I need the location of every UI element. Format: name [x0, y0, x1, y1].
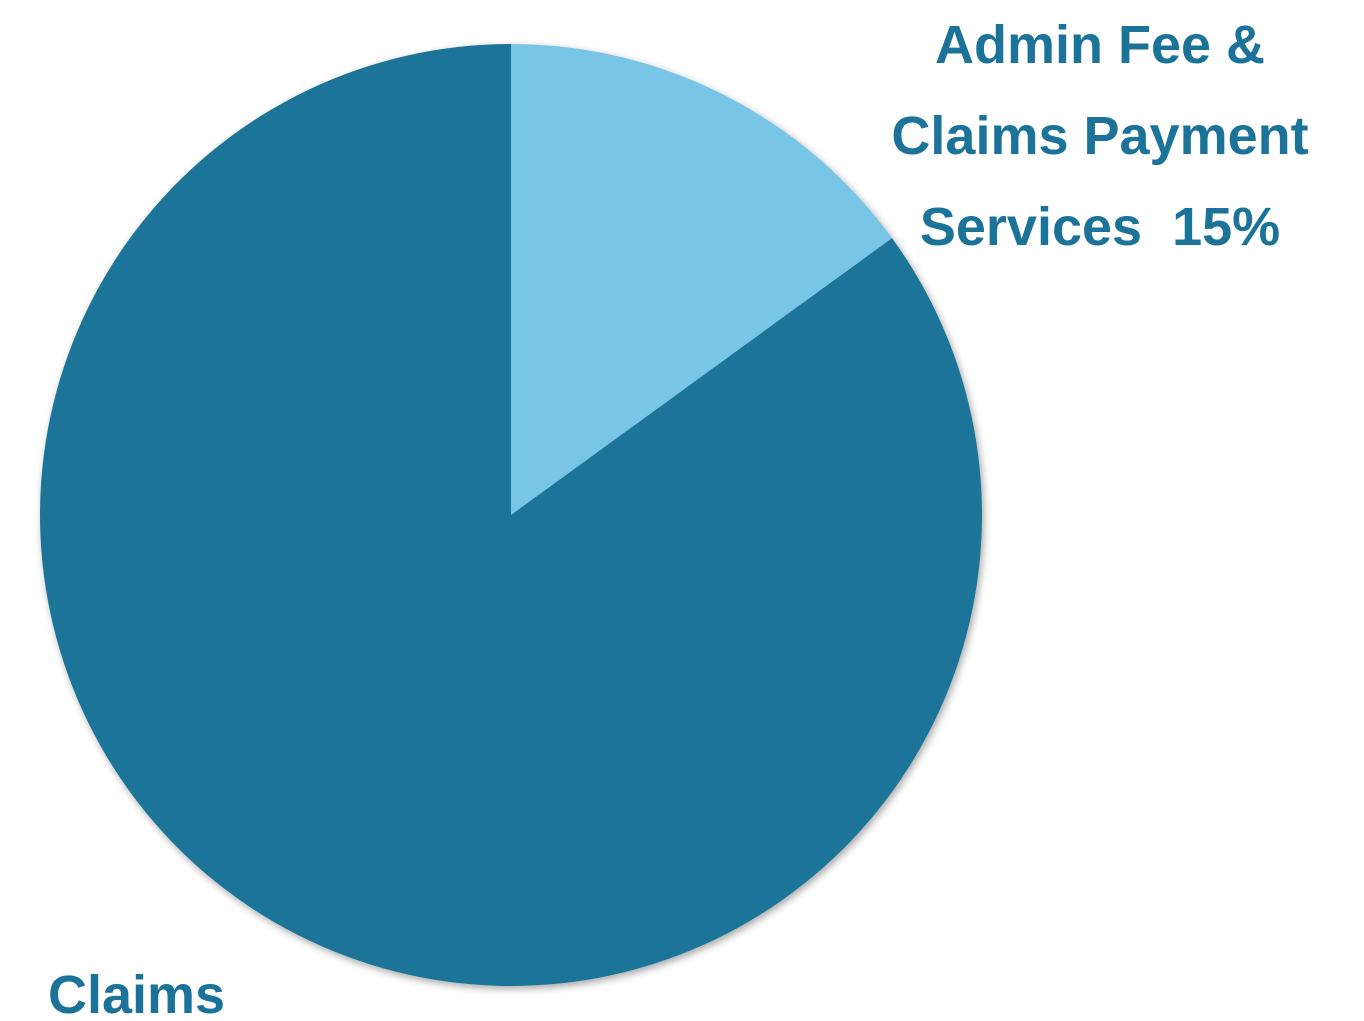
slice-label: Claims	[48, 950, 448, 1021]
category-label: Admin Fee & Claims Payment Services	[891, 15, 1309, 257]
pie-slices	[39, 44, 983, 986]
category-label: Claims	[48, 965, 226, 1021]
value-label: 15%	[1172, 197, 1281, 257]
slice-label: Admin Fee & Claims Payment Services 15%	[840, 0, 1360, 273]
pie-slice	[39, 44, 983, 986]
pie-slice	[511, 44, 893, 515]
